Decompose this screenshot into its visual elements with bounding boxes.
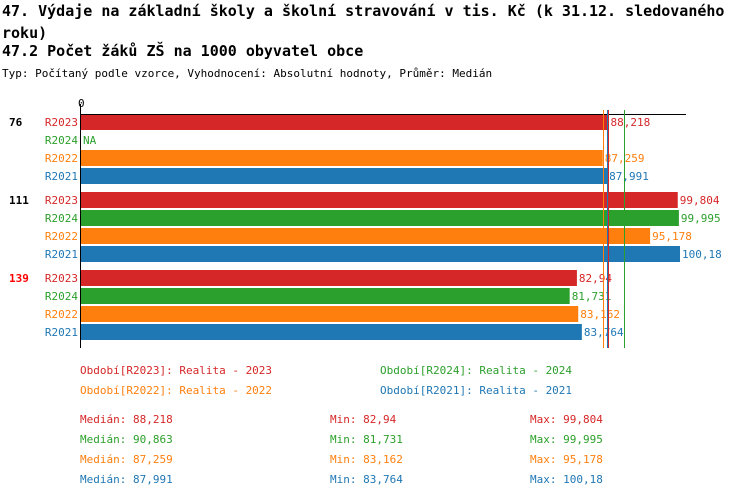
bar — [81, 210, 679, 226]
stat-min: Min: 82,94 — [330, 413, 397, 426]
stat-median: Medián: 88,218 — [80, 413, 173, 426]
data-label: 99,804 — [680, 194, 720, 207]
series-label: R2023 — [45, 272, 78, 285]
data-label: 81,731 — [572, 290, 612, 303]
bar — [81, 246, 680, 262]
series-label: R2024 — [45, 134, 78, 147]
legend-item: Období[R2023]: Realita - 2023 — [80, 364, 273, 377]
series-label: R2023 — [45, 116, 78, 129]
axis-zero-label: 0 — [78, 97, 85, 110]
bar — [81, 270, 577, 286]
series-label: R2023 — [45, 194, 78, 207]
chart-subtitle: 47.2 Počet žáků ZŠ na 1000 obyvatel obce — [2, 42, 364, 60]
group-label: 111 — [9, 194, 29, 207]
series-label: R2022 — [45, 230, 78, 243]
bar — [81, 306, 579, 322]
legend-item: Období[R2024]: Realita - 2024 — [380, 364, 573, 377]
stat-max: Max: 99,804 — [530, 413, 603, 426]
stat-max: Max: 100,18 — [530, 473, 603, 486]
bar — [81, 288, 570, 304]
data-label: 99,995 — [681, 212, 721, 225]
legend-item: Období[R2022]: Realita - 2022 — [80, 384, 273, 397]
bar — [81, 324, 582, 340]
bar — [81, 114, 609, 130]
stat-max: Max: 99,995 — [530, 433, 603, 446]
data-label: 87,991 — [609, 170, 649, 183]
bar — [81, 228, 651, 244]
chart-info: Typ: Počítaný podle vzorce, Vyhodnocení:… — [2, 67, 493, 80]
series-label: R2024 — [45, 212, 78, 225]
legend-item: Období[R2021]: Realita - 2021 — [380, 384, 573, 397]
stat-min: Min: 83,764 — [330, 473, 403, 486]
data-label: 88,218 — [610, 116, 650, 129]
series-label: R2022 — [45, 152, 78, 165]
group-label: 76 — [9, 116, 23, 129]
series-label: R2021 — [45, 248, 78, 261]
stat-median: Medián: 87,259 — [80, 453, 173, 466]
stat-min: Min: 81,731 — [330, 433, 403, 446]
chart-title: 47. Výdaje na základní školy a školní st… — [2, 2, 725, 42]
data-label: NA — [83, 134, 97, 147]
series-label: R2022 — [45, 308, 78, 321]
stat-max: Max: 95,178 — [530, 453, 603, 466]
stat-min: Min: 83,162 — [330, 453, 403, 466]
bar — [81, 150, 603, 166]
data-label: 95,178 — [652, 230, 692, 243]
group-label: 139 — [9, 272, 29, 285]
data-label: 82,94 — [579, 272, 612, 285]
data-label: 100,18 — [682, 248, 722, 261]
bar — [81, 168, 608, 184]
series-label: R2024 — [45, 290, 78, 303]
series-label: R2021 — [45, 326, 78, 339]
data-label: 83,162 — [580, 308, 620, 321]
bar — [81, 192, 678, 208]
stat-median: Medián: 90,863 — [80, 433, 173, 446]
stat-median: Medián: 87,991 — [80, 473, 173, 486]
series-label: R2021 — [45, 170, 78, 183]
